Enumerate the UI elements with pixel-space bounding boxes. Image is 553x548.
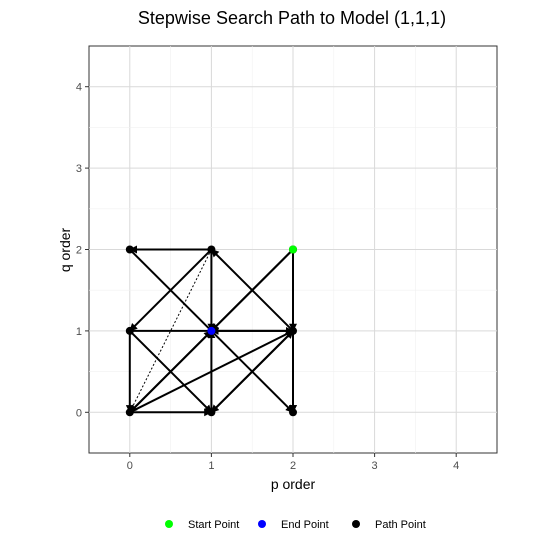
path-point bbox=[125, 245, 134, 254]
x-tick-label: 1 bbox=[208, 460, 214, 472]
y-tick-label: 4 bbox=[76, 82, 82, 94]
legend: Start Point End Point Path Point bbox=[165, 519, 426, 531]
y-tick-label: 1 bbox=[76, 326, 82, 338]
end-point bbox=[207, 326, 216, 335]
y-tick-label: 3 bbox=[76, 163, 82, 175]
legend-label: End Point bbox=[281, 519, 329, 531]
legend-item: Start Point bbox=[165, 519, 239, 531]
y-tick-label: 2 bbox=[76, 245, 82, 257]
path-points bbox=[125, 245, 297, 417]
path-point bbox=[125, 408, 134, 417]
path-segment bbox=[210, 330, 294, 414]
legend-label: Start Point bbox=[188, 519, 239, 531]
path-segment bbox=[129, 330, 213, 414]
start-point bbox=[289, 245, 297, 254]
path-point bbox=[289, 326, 297, 335]
chart-title: Stepwise Search Path to Model (1,1,1) bbox=[138, 8, 446, 28]
path-point bbox=[289, 408, 297, 417]
legend-item: Path Point bbox=[352, 519, 426, 531]
legend-label: Path Point bbox=[375, 519, 426, 531]
legend-marker bbox=[258, 520, 266, 528]
legend-marker bbox=[352, 520, 360, 528]
path-point bbox=[207, 245, 216, 254]
legend-item: End Point bbox=[258, 519, 329, 531]
x-axis-ticks: 0 1 2 3 4 bbox=[127, 453, 459, 472]
x-tick-label: 0 bbox=[127, 460, 133, 472]
y-axis-ticks: 0 1 2 3 4 bbox=[76, 82, 89, 419]
path-point bbox=[125, 326, 134, 335]
x-tick-label: 3 bbox=[372, 460, 378, 472]
path-segment bbox=[210, 248, 294, 332]
legend-marker bbox=[165, 520, 173, 528]
x-axis-title: p order bbox=[271, 476, 316, 492]
y-tick-label: 0 bbox=[76, 407, 82, 419]
x-tick-label: 4 bbox=[453, 460, 459, 472]
path-point bbox=[207, 408, 216, 417]
x-tick-label: 2 bbox=[290, 460, 296, 472]
y-axis-title: q order bbox=[57, 227, 73, 272]
